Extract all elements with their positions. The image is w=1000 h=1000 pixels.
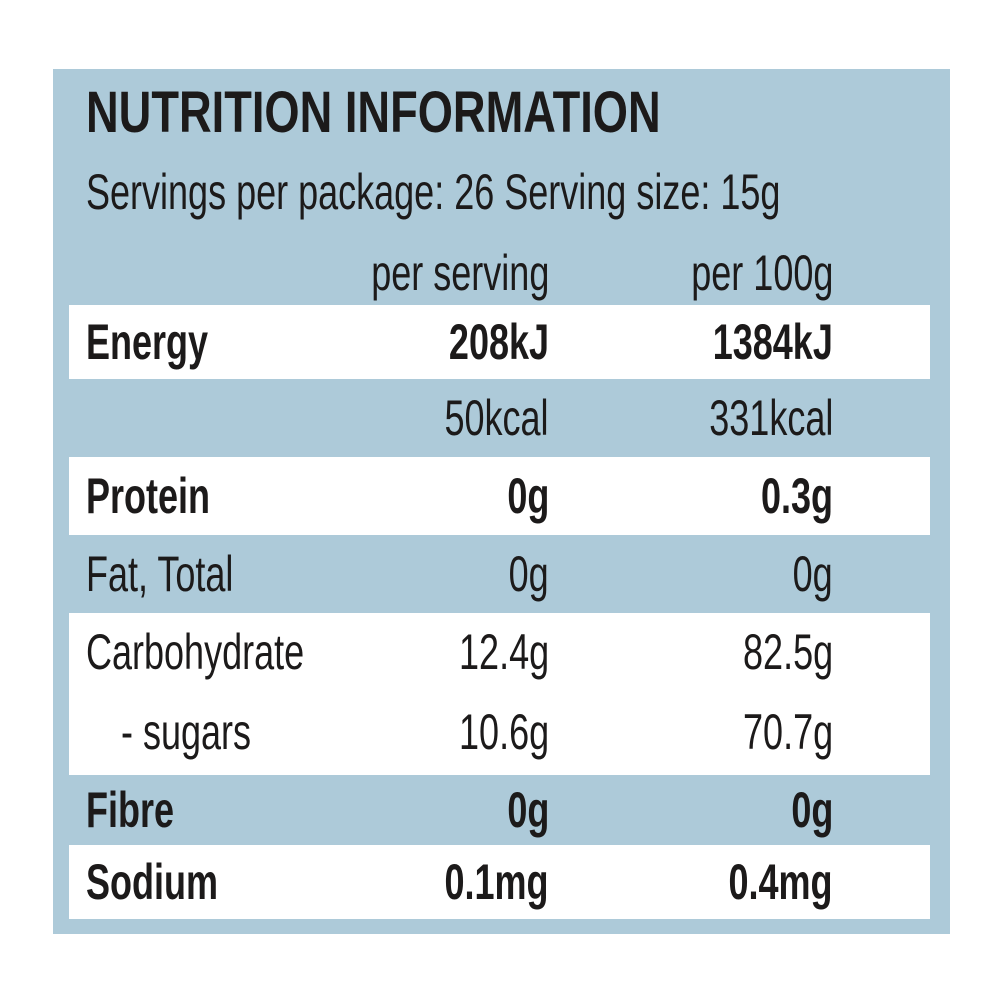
row-value-per-serving: 12.4g [458, 624, 549, 680]
row-value-per-100g: 0g [792, 546, 833, 602]
row-value-per-100g: 1384kJ [712, 314, 833, 370]
row-label: Fibre [86, 782, 175, 838]
row-label: Sodium [86, 854, 218, 910]
table-row-carbohydrate-group: Carbohydrate 12.4g 82.5g - sugars 10.6g … [69, 613, 930, 775]
row-value-per-100g: 331kcal [708, 390, 833, 446]
row-value-per-100g: 0.3g [760, 468, 833, 524]
row-value-per-serving: 50kcal [444, 390, 549, 446]
nutrition-title: NUTRITION INFORMATION [86, 80, 661, 145]
table-row-energy-kcal: 50kcal 331kcal [69, 379, 930, 457]
row-value-per-serving: 208kJ [448, 314, 549, 370]
nutrition-panel: NUTRITION INFORMATION Servings per packa… [53, 69, 950, 934]
column-header-per-100g: per 100g [690, 245, 833, 301]
row-value-per-100g: 82.5g [742, 624, 833, 680]
row-label: Protein [86, 468, 211, 524]
row-value-per-100g: 70.7g [742, 704, 833, 760]
row-label: Fat, Total [86, 546, 234, 602]
row-label-sugars: - sugars [121, 704, 252, 760]
table-row-fat-total: Fat, Total 0g 0g [69, 535, 930, 613]
table-row-energy: Energy 208kJ 1384kJ [69, 305, 930, 379]
row-value-per-100g: 0g [790, 782, 833, 838]
row-value-per-serving: 10.6g [458, 704, 549, 760]
column-header-row: per serving per 100g [69, 241, 930, 305]
row-value-per-serving: 0.1mg [444, 854, 549, 910]
servings-info: Servings per package: 26 Serving size: 1… [86, 164, 781, 220]
table-row-fibre: Fibre 0g 0g [69, 775, 930, 845]
row-value-per-serving: 0g [508, 546, 549, 602]
row-label: Carbohydrate [86, 624, 305, 680]
table-row-sodium: Sodium 0.1mg 0.4mg [69, 845, 930, 919]
row-label: Energy [86, 314, 209, 370]
row-value-per-100g: 0.4mg [728, 854, 833, 910]
column-header-per-serving: per serving [370, 245, 549, 301]
row-value-per-serving: 0g [506, 468, 549, 524]
row-value-per-serving: 0g [506, 782, 549, 838]
table-row-protein: Protein 0g 0.3g [69, 457, 930, 535]
